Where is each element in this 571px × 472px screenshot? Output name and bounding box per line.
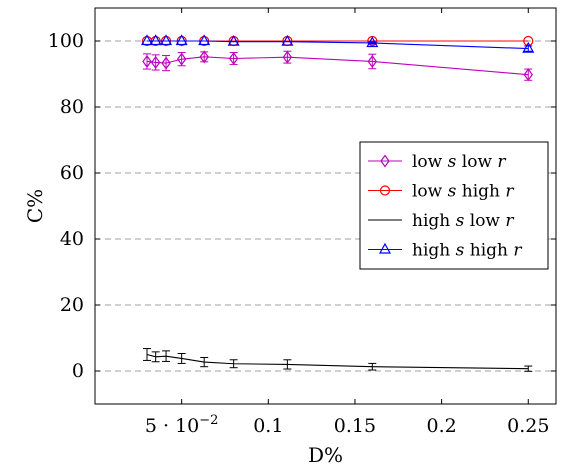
plot-area-frame [94,7,557,405]
data-point [281,34,294,46]
data-point [142,54,152,68]
y-tick-label: 80 [60,96,84,118]
data-point [523,68,534,82]
legend-marker [378,242,392,254]
legend-label: low s low r [412,152,506,172]
data-point [228,51,239,66]
legend-marker [379,185,391,196]
data-point [176,52,187,66]
series-2 [142,348,533,372]
series-3 [140,34,535,53]
x-axis-title: D% [308,443,343,467]
data-point [199,50,209,64]
y-tick-label: 40 [60,228,84,250]
legend-label: high s low r [412,211,514,231]
x-tick-label: 0.2 [427,415,457,437]
data-point [366,36,379,48]
legend: low s low r low s high r high s low r high … [359,141,549,270]
series-0 [142,50,534,82]
data-point [367,54,378,68]
y-tick-label: 0 [72,360,84,382]
data-point [150,55,161,69]
y-tick-label: 20 [60,294,84,316]
data-point [140,34,154,46]
y-tick-label: 100 [48,30,84,52]
legend-marker [380,154,390,168]
data-point [227,34,240,46]
data-point [160,34,173,46]
legend-label: high s high r [412,241,522,261]
y-axis-title: C% [23,189,47,223]
legend-box [359,141,549,270]
data-point [198,34,211,46]
series-layer [140,34,535,372]
x-tick-label: 0.25 [507,415,549,437]
axis-ticks: 0 20 40 60 80 100 5 · 10−2 0.1 0.15 0.2 0.25 [48,8,556,437]
data-point [161,56,171,70]
data-point [282,50,293,64]
y-tick-label: 60 [60,162,84,184]
x-tick-label: 0.15 [334,415,376,437]
data-point [522,41,535,53]
data-point [175,34,188,46]
legend-label: low s high r [412,182,514,202]
x-tick-label: 0.1 [253,415,283,437]
data-point [149,34,162,46]
x-tick-label: 5 · 10−2 [145,413,219,437]
